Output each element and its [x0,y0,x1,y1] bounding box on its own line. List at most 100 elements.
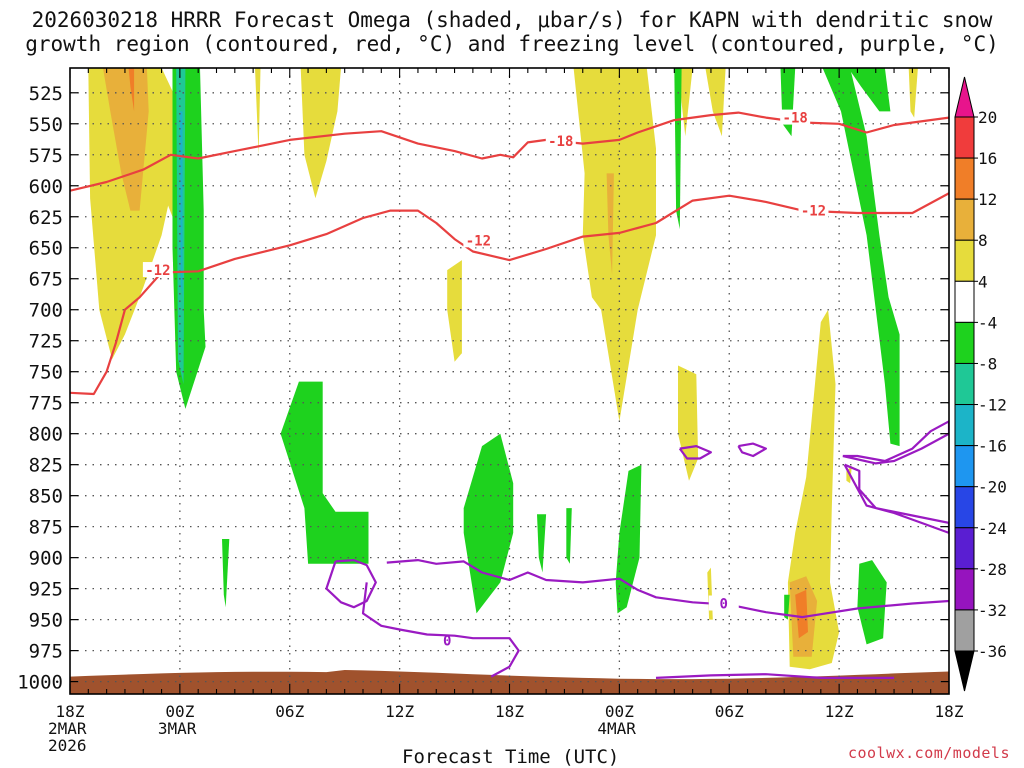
x-tick-label: 00Z [165,702,194,721]
x-tick-label: 12Z [385,702,414,721]
contour-label-bg [545,133,576,149]
omega-region-21 [179,111,183,298]
omega-region-13 [908,68,918,118]
contour-label-bg [708,595,739,611]
y-tick-label: 950 [29,610,63,632]
omega-region-28 [674,68,682,230]
x-tick-label: 06Z [715,702,744,721]
colorbar-bin [954,486,975,529]
y-tick-label: 650 [29,238,63,260]
contour-label: -18 [548,134,573,150]
colorbar-label: -8 [978,354,997,373]
colorbar-bin [954,280,975,323]
y-tick-label: 850 [29,486,63,508]
omega-region-9 [606,173,614,275]
y-tick-label: 525 [29,83,63,105]
contour-line-2 [70,192,949,396]
colorbar-bin [954,239,975,282]
colorbar-bin [954,157,975,200]
contour-line-4 [361,582,520,678]
colorbar-label: -16 [978,437,1007,456]
colorbar-label: -4 [978,313,997,332]
contour-label: 0 [720,597,728,613]
y-tick-label: 750 [29,362,63,384]
colorbar-bin [954,362,975,406]
omega-region-5 [255,68,261,155]
colorbar-label: 20 [978,108,997,127]
credit-link[interactable]: coolwx.com/models [847,744,1010,762]
y-tick-label: 700 [29,300,63,322]
omega-region-16 [795,589,808,639]
x-tick-label: 06Z [275,702,304,721]
colorbar-bin [954,445,975,488]
y-tick-label: 900 [29,548,63,570]
contour-label-bg [463,232,494,248]
omega-region-8 [573,68,656,422]
x-tick-label: 18Z [56,702,85,721]
contour-line-5 [325,559,377,609]
x-tick-label: 00Z [605,702,634,721]
omega-region-26 [566,508,572,564]
omega-region-22 [222,539,230,608]
omega-region-11 [705,68,726,137]
omega-region-3 [103,68,149,211]
plot-content: -18 -18 -12 -12 -12 0 0 [70,68,949,694]
contour-label-bg [798,202,829,218]
colorbar-bin [954,198,975,241]
y-tick-label: 725 [29,331,63,353]
contour-line-6 [842,420,949,465]
contour-label: 0 [443,634,451,650]
x-tick-label: 4MAR [597,719,636,738]
x-tick-label: 12Z [825,702,854,721]
y-tick-label: 975 [29,641,63,663]
contour-label: -12 [466,233,491,249]
y-tick-label: 1000 [17,672,63,694]
omega-region-33 [857,560,887,645]
x-tick-label: 18Z [495,702,524,721]
chart-title-line-2: growth region (contoured, red, °C) and f… [25,32,999,56]
contour-label-bg [142,262,173,278]
omega-region-31 [848,68,891,112]
omega-region-4 [128,68,135,112]
colorbar-label: -12 [978,396,1007,415]
omega-region-10 [674,68,693,137]
x-tick-label: 2026 [48,736,87,755]
omega-region-6 [300,68,341,199]
colorbar-bin [954,568,975,611]
omega-region-23 [280,381,369,564]
x-axis-label: Forecast Time (UTC) [402,746,620,768]
colorbar-label: -32 [978,601,1007,620]
colorbar-label: 8 [978,231,988,250]
colorbar-under-triangle [954,650,975,692]
y-tick-label: 600 [29,176,63,198]
colorbar-bin [954,527,975,570]
colorbar-bin [954,609,975,652]
x-tick-label: 18Z [935,702,964,721]
omega-region-25 [537,514,547,573]
colorbar-label: 4 [978,272,988,291]
contour-line-10 [655,673,895,679]
y-tick-label: 675 [29,269,63,291]
colorbar-label: 12 [978,190,997,209]
contour-line-3 [386,559,949,619]
y-tick-label: 625 [29,207,63,229]
omega-region-32 [784,594,790,620]
y-tick-label: 550 [29,114,63,136]
y-tick-label: 800 [29,424,63,446]
colorbar-bin [954,116,975,159]
chart-title-line-1: 2026030218 HRRR Forecast Omega (shaded, … [31,8,993,32]
x-tick-label: 3MAR [158,719,197,738]
contour-line-8 [678,445,712,460]
contour-label: -12 [145,263,170,279]
colorbar-bin [954,321,975,364]
colorbar-label: -20 [978,478,1007,497]
colorbar-label: 16 [978,149,997,168]
contour-label-bg [780,109,811,125]
colorbar-bin [954,404,975,447]
contour-label: -12 [801,204,826,220]
contour-line-9 [737,442,767,458]
colorbar-over-triangle [954,76,975,118]
colorbar-label: -28 [978,560,1007,579]
y-tick-label: 825 [29,455,63,477]
y-tick-label: 925 [29,579,63,601]
